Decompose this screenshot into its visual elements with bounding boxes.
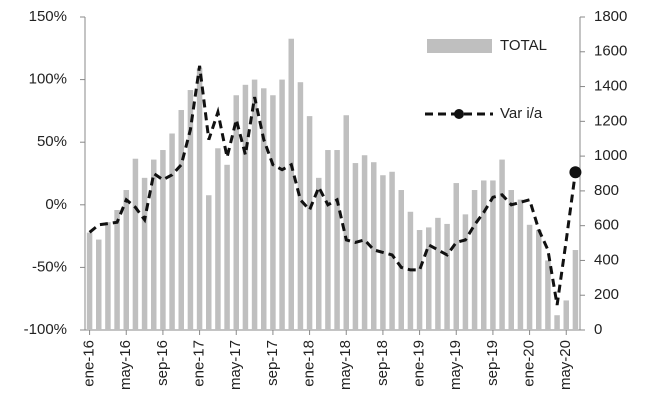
bar (316, 177, 322, 330)
bar (215, 148, 221, 330)
y2-tick-label: 200 (594, 286, 619, 303)
bar (297, 82, 304, 330)
bar (361, 155, 368, 330)
x-tick-label: may-18 (337, 340, 354, 390)
bar (151, 159, 157, 330)
bar (160, 150, 166, 330)
x-tick-label: may-20 (557, 340, 574, 390)
bar (554, 315, 560, 330)
bar (123, 190, 129, 330)
bar (462, 214, 469, 330)
bar (481, 180, 487, 330)
bar (279, 79, 285, 330)
bar (196, 68, 203, 330)
bar (453, 183, 459, 330)
x-tick-label: sep-16 (154, 340, 171, 386)
legend-swatch (427, 39, 492, 53)
line (88, 65, 577, 306)
y-tick-label: 100% (29, 71, 67, 88)
bar (471, 190, 478, 330)
y2-tick-label: 1800 (594, 8, 627, 25)
bar (206, 195, 212, 330)
x-tick-label: ene-18 (301, 340, 318, 387)
x-tick-label: may-16 (117, 340, 134, 390)
bar (187, 90, 194, 331)
y2-tick-label: 1200 (594, 112, 627, 129)
bar (178, 110, 184, 331)
x-tick-label: ene-17 (191, 340, 208, 387)
bar (343, 115, 349, 330)
legend-label: Var i/a (500, 105, 543, 122)
bar (563, 300, 569, 330)
bar (261, 88, 267, 331)
bar (132, 158, 139, 330)
bar (490, 180, 496, 330)
bar (233, 95, 239, 330)
y2-tick-label: 400 (594, 251, 619, 268)
bar (536, 230, 542, 330)
bar (86, 232, 93, 330)
x-tick-label: ene-20 (521, 340, 538, 387)
y2-tick-label: 1400 (594, 78, 627, 95)
y-tick-label: -50% (32, 258, 67, 275)
bar (398, 190, 404, 330)
x-tick-label: ene-19 (411, 340, 428, 387)
legend-label: TOTAL (500, 37, 547, 54)
y-tick-label: 150% (29, 8, 67, 25)
bar (325, 150, 331, 330)
bar (288, 38, 294, 330)
x-tick-label: may-17 (227, 340, 244, 390)
y2-tick-label: 0 (594, 321, 602, 338)
y-tick-label: 0% (45, 196, 67, 213)
y2-tick-label: 1600 (594, 43, 627, 60)
y2-tick-label: 1000 (594, 147, 627, 164)
bar (416, 230, 423, 330)
bar (334, 150, 340, 330)
bar (517, 199, 524, 330)
bar (572, 250, 579, 330)
bar (105, 222, 111, 330)
bar (389, 171, 395, 330)
bar (96, 239, 102, 330)
bar (508, 190, 514, 330)
bar (352, 163, 359, 330)
bar (242, 84, 249, 330)
x-tick-label: sep-17 (264, 340, 281, 386)
bar (526, 224, 533, 330)
bar (251, 79, 258, 330)
bar (545, 260, 551, 330)
bar (169, 133, 175, 330)
y2-tick-label: 800 (594, 182, 619, 199)
bar (224, 164, 230, 330)
legend: TOTAL Var i/a (425, 37, 547, 122)
bar (114, 210, 120, 330)
bar (499, 159, 505, 330)
line-end-marker (569, 166, 582, 179)
y-tick-label: 50% (37, 133, 67, 150)
bar (426, 227, 432, 330)
y2-tick-label: 600 (594, 217, 619, 234)
x-tick-label: ene-16 (81, 340, 98, 387)
bar (444, 223, 450, 330)
bar (435, 217, 441, 330)
y-tick-label: -100% (24, 321, 67, 338)
legend-marker (454, 109, 464, 119)
x-tick-label: sep-18 (374, 340, 391, 386)
bar (270, 95, 276, 330)
bar (141, 177, 148, 330)
bar (306, 116, 313, 330)
bar (371, 162, 377, 330)
x-tick-label: may-19 (447, 340, 464, 390)
x-tick-label: sep-19 (484, 340, 501, 386)
